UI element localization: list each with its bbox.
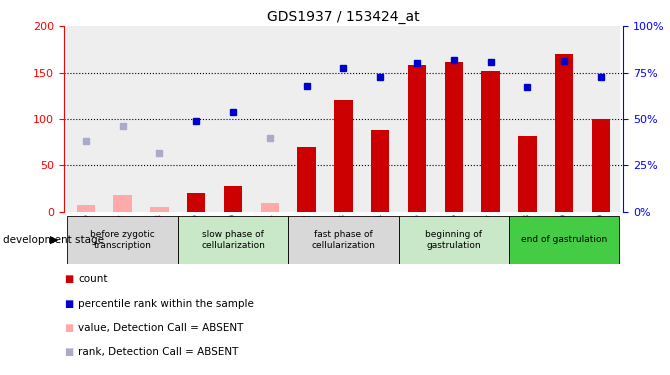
Bar <box>362 26 399 212</box>
Title: GDS1937 / 153424_at: GDS1937 / 153424_at <box>267 10 419 24</box>
Text: count: count <box>78 274 108 284</box>
Bar <box>509 216 620 264</box>
Text: end of gastrulation: end of gastrulation <box>521 236 607 244</box>
Text: value, Detection Call = ABSENT: value, Detection Call = ABSENT <box>78 323 244 333</box>
Text: before zygotic
transcription: before zygotic transcription <box>90 230 155 250</box>
Bar <box>399 26 436 212</box>
Bar <box>371 130 389 212</box>
Bar <box>150 207 169 212</box>
Bar <box>325 26 362 212</box>
Bar <box>399 216 509 264</box>
Bar <box>408 65 426 212</box>
Bar <box>288 26 325 212</box>
Bar <box>187 194 205 212</box>
Bar <box>104 26 141 212</box>
Text: ▶: ▶ <box>50 235 59 245</box>
Text: ■: ■ <box>64 323 73 333</box>
Text: percentile rank within the sample: percentile rank within the sample <box>78 299 255 309</box>
Bar <box>472 26 509 212</box>
Bar <box>67 26 104 212</box>
Bar <box>592 119 610 212</box>
Bar <box>518 136 537 212</box>
Bar <box>583 26 620 212</box>
Text: fast phase of
cellularization: fast phase of cellularization <box>312 230 375 250</box>
Bar <box>546 26 583 212</box>
Text: ■: ■ <box>64 299 73 309</box>
Bar <box>178 216 288 264</box>
Bar <box>445 62 463 212</box>
Bar <box>67 216 178 264</box>
Bar <box>555 54 574 212</box>
Bar <box>288 216 399 264</box>
Bar <box>76 206 95 212</box>
Bar <box>141 26 178 212</box>
Text: beginning of
gastrulation: beginning of gastrulation <box>425 230 482 250</box>
Text: rank, Detection Call = ABSENT: rank, Detection Call = ABSENT <box>78 348 239 357</box>
Bar <box>436 26 472 212</box>
Bar <box>297 147 316 212</box>
Text: ■: ■ <box>64 348 73 357</box>
Bar <box>482 71 500 212</box>
Bar <box>224 186 242 212</box>
Bar <box>261 202 279 212</box>
Text: ■: ■ <box>64 274 73 284</box>
Bar <box>334 100 352 212</box>
Bar <box>113 195 132 212</box>
Text: development stage: development stage <box>3 235 105 245</box>
Bar <box>251 26 288 212</box>
Text: slow phase of
cellularization: slow phase of cellularization <box>201 230 265 250</box>
Bar <box>178 26 214 212</box>
Bar <box>214 26 251 212</box>
Bar <box>509 26 546 212</box>
